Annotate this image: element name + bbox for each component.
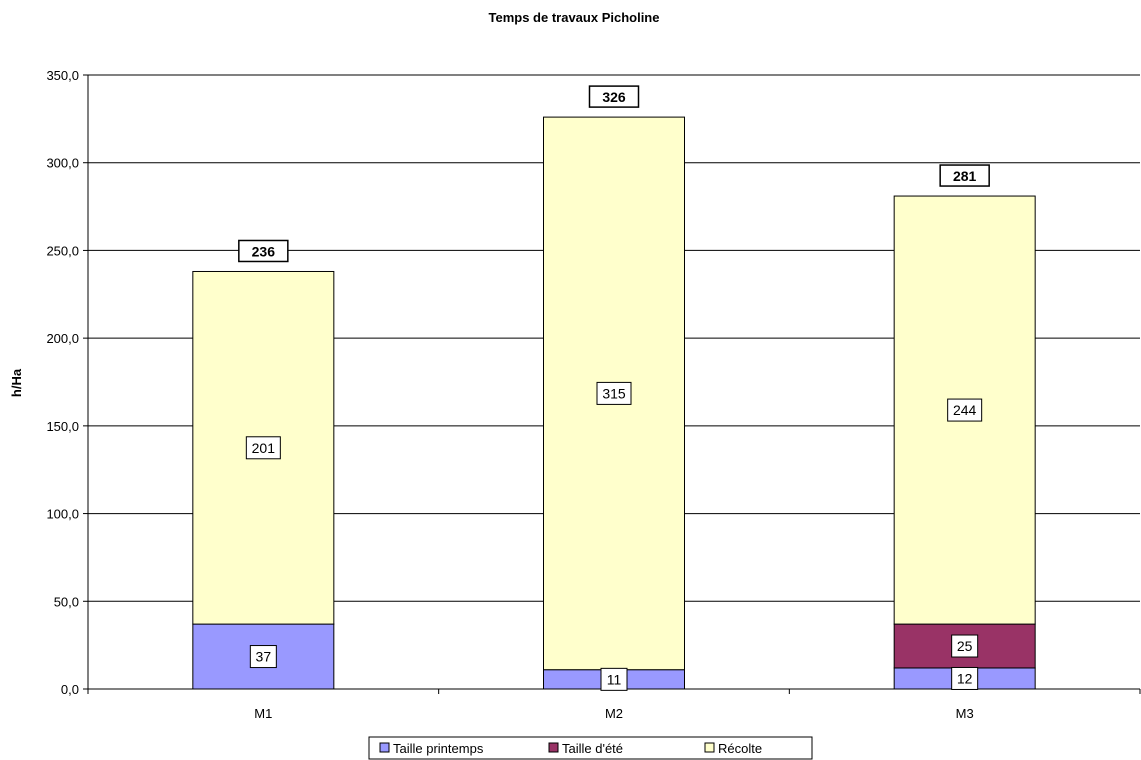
- data-label-box: [600, 667, 628, 691]
- x-tick-label: M2: [605, 706, 623, 721]
- x-tick-label: M1: [254, 706, 272, 721]
- y-tick-label: 300,0: [46, 156, 79, 171]
- chart-title: Temps de travaux Picholine: [489, 10, 660, 25]
- data-label-box: [951, 634, 979, 658]
- legend-label: Taille d'été: [562, 741, 623, 756]
- data-label-box: [947, 398, 983, 422]
- legend-label: Récolte: [718, 741, 762, 756]
- total-label: 281: [953, 168, 977, 184]
- data-label-box: [951, 666, 979, 690]
- legend-label: Taille printemps: [393, 741, 484, 756]
- data-label: 12: [957, 670, 973, 686]
- x-tick-label: M3: [956, 706, 974, 721]
- data-label: 244: [953, 402, 977, 418]
- y-tick-label: 200,0: [46, 331, 79, 346]
- y-tick-label: 0,0: [61, 682, 79, 697]
- data-label: 37: [256, 649, 272, 665]
- data-label-box: [249, 645, 277, 669]
- y-tick-label: 250,0: [46, 243, 79, 258]
- total-label-box: [588, 85, 640, 108]
- y-tick-label: 150,0: [46, 419, 79, 434]
- legend-box: [368, 736, 813, 760]
- data-label: 315: [602, 385, 626, 401]
- data-label-box: [596, 381, 632, 405]
- legend-swatch: [704, 742, 715, 753]
- y-tick-label: 350,0: [46, 68, 79, 83]
- y-axis-label: h/Ha: [9, 368, 24, 397]
- data-label: 201: [252, 440, 276, 456]
- total-label-box: [939, 164, 990, 187]
- legend-swatch: [379, 742, 390, 753]
- legend-swatch: [548, 742, 559, 753]
- data-labels: 37 201 236 11 315 326 12 25 244 281: [238, 85, 990, 691]
- total-label: 326: [602, 89, 626, 105]
- y-tick-label: 100,0: [46, 507, 79, 522]
- total-label: 236: [252, 243, 276, 259]
- data-label: 25: [957, 638, 973, 654]
- data-label-box: [245, 436, 281, 460]
- total-label-box: [238, 239, 289, 263]
- y-tick-label: 50,0: [54, 594, 79, 609]
- legend: Taille printemps Taille d'été Récolte: [368, 736, 813, 760]
- data-label: 11: [607, 671, 622, 687]
